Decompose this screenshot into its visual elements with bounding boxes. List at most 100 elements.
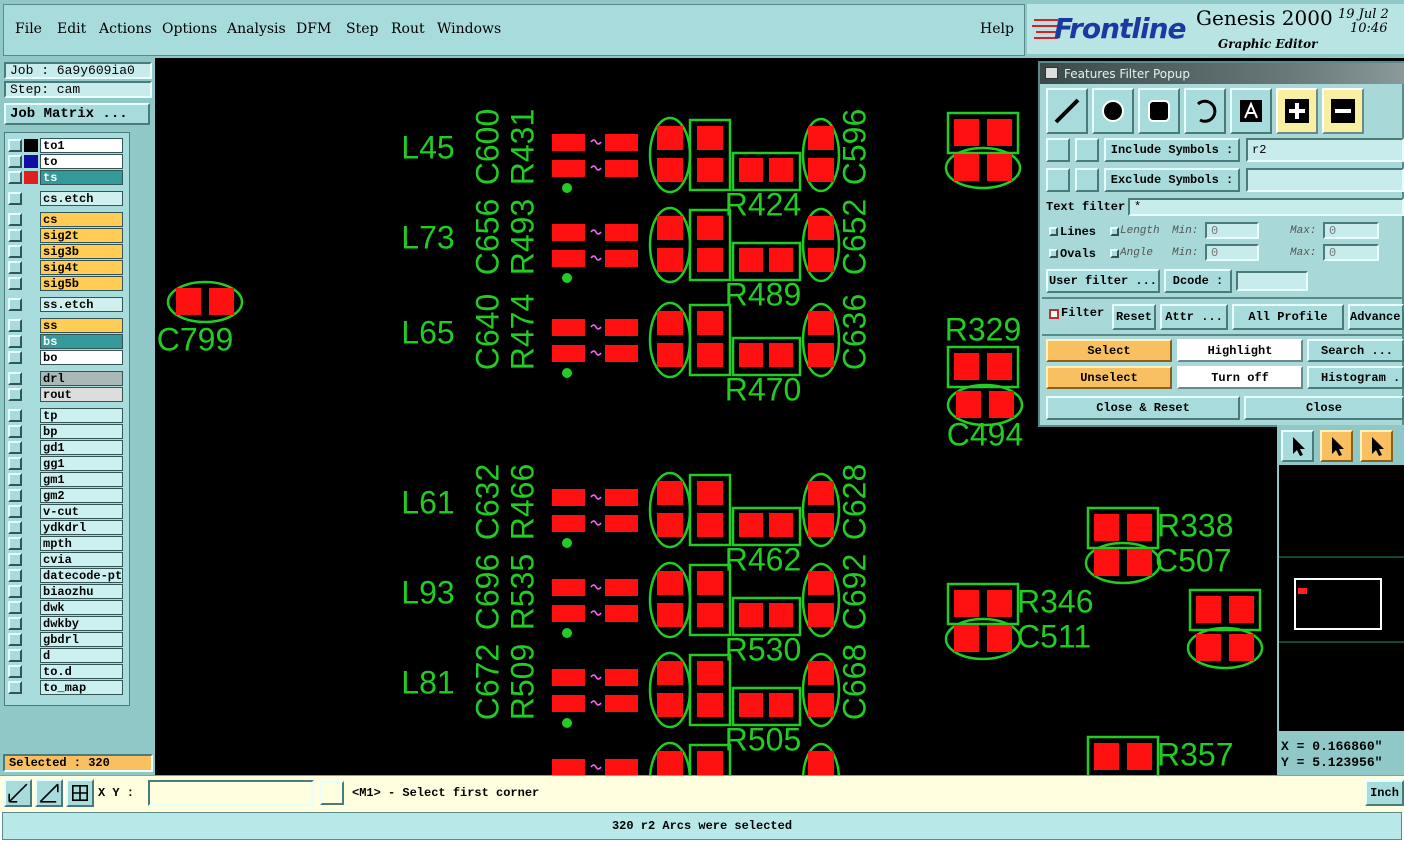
menu-item[interactable]: Windows [437, 21, 502, 37]
layer-name[interactable]: to [40, 154, 123, 169]
user-filter-button[interactable]: User filter ... [1046, 269, 1160, 293]
layer-name[interactable]: ydkdrl [40, 520, 123, 535]
shape-filter-button[interactable] [1138, 88, 1180, 134]
layer-checkbox[interactable] [8, 505, 22, 518]
snap-tool[interactable] [35, 779, 63, 807]
menu-help[interactable]: Help [980, 21, 1014, 37]
menu-item[interactable]: Actions [99, 21, 152, 37]
layer-checkbox[interactable] [8, 192, 22, 205]
layer-name[interactable]: to1 [40, 138, 123, 153]
layer-name[interactable]: gbdrl [40, 632, 123, 647]
layer-checkbox[interactable] [8, 553, 22, 566]
job-matrix-button[interactable]: Job Matrix ... [4, 103, 150, 125]
units-button[interactable]: Inch [1365, 780, 1404, 806]
layer-name[interactable]: drl [40, 371, 123, 386]
profile-menu[interactable]: All Profile [1232, 304, 1344, 330]
layer-checkbox[interactable] [8, 489, 22, 502]
arrow-button[interactable] [1075, 138, 1099, 162]
dcode-field[interactable] [1236, 271, 1308, 291]
layer-checkbox[interactable] [8, 601, 22, 614]
menu-item[interactable]: Options [162, 21, 218, 37]
arrow-button[interactable] [1046, 168, 1070, 192]
layer-name[interactable]: gm1 [40, 472, 123, 487]
text-filter-field[interactable]: * [1128, 198, 1404, 216]
symbol-filter-label[interactable]: Exclude Symbols : [1104, 168, 1240, 192]
layer-checkbox[interactable] [8, 298, 22, 311]
checkbox[interactable] [1049, 227, 1058, 236]
layer-checkbox[interactable] [8, 473, 22, 486]
layer-name[interactable]: bp [40, 424, 123, 439]
layer-name[interactable]: ss [40, 318, 123, 333]
layer-checkbox[interactable] [8, 372, 22, 385]
unselect-button[interactable]: Unselect [1046, 366, 1172, 389]
layer-checkbox[interactable] [8, 617, 22, 630]
menu-item[interactable]: Edit [57, 21, 87, 37]
reset-button[interactable]: Reset [1112, 304, 1156, 330]
histogram-button[interactable]: Histogram ... [1307, 366, 1404, 389]
layer-name[interactable]: mpth [40, 536, 123, 551]
attr-button[interactable]: Attr ... [1160, 304, 1228, 330]
layer-name[interactable]: rout [40, 387, 123, 402]
range-min-field[interactable]: 0 [1205, 222, 1259, 239]
symbol-filter-field[interactable] [1246, 168, 1404, 192]
close-button[interactable]: Close [1244, 396, 1404, 420]
range-max-field[interactable]: 0 [1323, 244, 1379, 261]
layer-checkbox[interactable] [8, 537, 22, 550]
layer-name[interactable]: ts [40, 170, 123, 185]
layer-name[interactable]: bs [40, 334, 123, 349]
layer-checkbox[interactable] [8, 633, 22, 646]
layer-checkbox[interactable] [8, 229, 22, 242]
layer-checkbox[interactable] [8, 425, 22, 438]
layer-checkbox[interactable] [8, 139, 22, 152]
xy-field[interactable] [148, 780, 314, 806]
layer-checkbox[interactable] [8, 351, 22, 364]
shape-filter-button[interactable] [1230, 88, 1272, 134]
menu-item[interactable]: Step [346, 21, 379, 37]
turn-off-button[interactable]: Turn off [1177, 366, 1303, 389]
layer-name[interactable]: dwkby [40, 616, 123, 631]
pointer-tool[interactable] [1320, 430, 1353, 462]
layer-checkbox[interactable] [8, 665, 22, 678]
pointer-tool[interactable] [1360, 430, 1393, 462]
layer-checkbox[interactable] [8, 409, 22, 422]
layer-name[interactable]: sig4t [40, 260, 123, 275]
layer-name[interactable]: sig3b [40, 244, 123, 259]
shape-filter-button[interactable] [1092, 88, 1134, 134]
layer-name[interactable]: datecode-pt [40, 568, 123, 583]
layer-name[interactable]: gm2 [40, 488, 123, 503]
layer-name[interactable]: gg1 [40, 456, 123, 471]
layer-name[interactable]: gd1 [40, 440, 123, 455]
dcode-label[interactable]: Dcode : [1164, 269, 1232, 293]
layer-checkbox[interactable] [8, 569, 22, 582]
layer-name[interactable]: cs [40, 212, 123, 227]
layer-name[interactable]: cs.etch [40, 191, 123, 206]
snap-tool[interactable] [4, 779, 32, 807]
symbol-filter-field[interactable]: r2 [1246, 138, 1404, 162]
checkbox[interactable] [1049, 309, 1059, 319]
layer-checkbox[interactable] [8, 213, 22, 226]
select-button[interactable]: Select [1046, 339, 1172, 362]
layer-checkbox[interactable] [8, 155, 22, 168]
search-button[interactable]: Search ... [1307, 339, 1404, 362]
layer-name[interactable]: dwk [40, 600, 123, 615]
layer-name[interactable]: bo [40, 350, 123, 365]
layer-name[interactable]: d [40, 648, 123, 663]
arrow-button[interactable] [1046, 138, 1070, 162]
layer-checkbox[interactable] [8, 335, 22, 348]
close-reset-button[interactable]: Close & Reset [1046, 396, 1240, 420]
layer-checkbox[interactable] [8, 277, 22, 290]
highlight-button[interactable]: Highlight [1177, 339, 1303, 362]
checkbox[interactable] [1110, 249, 1119, 258]
layer-checkbox[interactable] [8, 171, 22, 184]
layer-checkbox[interactable] [8, 245, 22, 258]
snap-tool[interactable] [66, 779, 94, 807]
menu-item[interactable]: File [15, 21, 42, 37]
symbol-filter-label[interactable]: Include Symbols : [1104, 138, 1240, 162]
layer-checkbox[interactable] [8, 388, 22, 401]
layer-name[interactable]: to_map [40, 680, 123, 695]
layer-name[interactable]: v-cut [40, 504, 123, 519]
layer-name[interactable]: biaozhu [40, 584, 123, 599]
layer-checkbox[interactable] [8, 649, 22, 662]
layer-checkbox[interactable] [8, 585, 22, 598]
pointer-tool[interactable] [1281, 430, 1314, 462]
